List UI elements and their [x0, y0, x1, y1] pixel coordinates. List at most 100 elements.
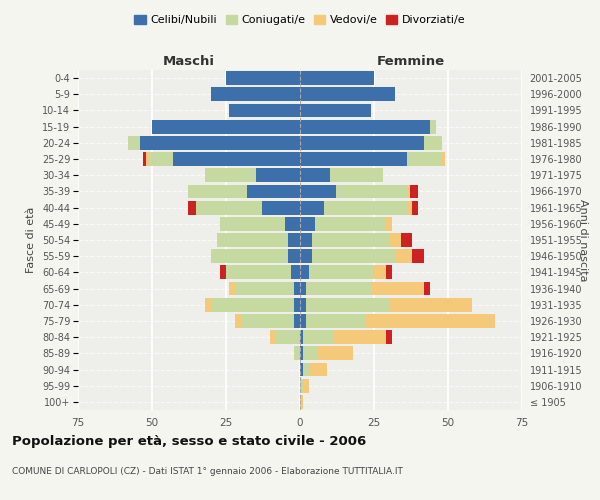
- Text: Maschi: Maschi: [163, 56, 215, 68]
- Text: Popolazione per età, sesso e stato civile - 2006: Popolazione per età, sesso e stato civil…: [12, 435, 366, 448]
- Bar: [271, 330, 277, 344]
- Bar: [300, 152, 407, 166]
- Bar: [365, 314, 496, 328]
- Bar: [205, 168, 256, 182]
- Bar: [294, 282, 300, 296]
- Bar: [128, 136, 140, 149]
- Bar: [323, 200, 407, 214]
- Bar: [303, 362, 309, 376]
- Bar: [300, 346, 303, 360]
- Bar: [235, 314, 241, 328]
- Bar: [300, 217, 315, 230]
- Bar: [300, 168, 329, 182]
- Bar: [412, 250, 424, 263]
- Bar: [374, 266, 386, 280]
- Bar: [288, 233, 300, 247]
- Bar: [217, 233, 288, 247]
- Bar: [291, 266, 300, 280]
- Bar: [303, 330, 332, 344]
- Bar: [226, 266, 291, 280]
- Bar: [306, 298, 389, 312]
- Bar: [226, 71, 300, 85]
- Bar: [300, 120, 430, 134]
- Bar: [300, 184, 335, 198]
- Bar: [294, 314, 300, 328]
- Bar: [312, 250, 395, 263]
- Bar: [386, 266, 392, 280]
- Bar: [412, 200, 418, 214]
- Bar: [300, 395, 303, 409]
- Bar: [294, 346, 300, 360]
- Bar: [395, 250, 412, 263]
- Bar: [315, 217, 386, 230]
- Bar: [442, 152, 445, 166]
- Bar: [309, 362, 326, 376]
- Bar: [241, 314, 294, 328]
- Bar: [300, 88, 395, 101]
- Bar: [329, 168, 383, 182]
- Bar: [211, 298, 294, 312]
- Bar: [300, 233, 312, 247]
- Bar: [430, 120, 436, 134]
- Bar: [288, 250, 300, 263]
- Bar: [220, 217, 285, 230]
- Legend: Celibi/Nubili, Coniugati/e, Vedovi/e, Divorziati/e: Celibi/Nubili, Coniugati/e, Vedovi/e, Di…: [130, 10, 470, 30]
- Bar: [235, 282, 294, 296]
- Bar: [300, 314, 306, 328]
- Bar: [188, 200, 196, 214]
- Bar: [211, 250, 288, 263]
- Bar: [300, 136, 424, 149]
- Bar: [300, 71, 374, 85]
- Bar: [196, 200, 262, 214]
- Bar: [300, 330, 303, 344]
- Bar: [247, 184, 300, 198]
- Bar: [309, 266, 374, 280]
- Bar: [300, 298, 306, 312]
- Bar: [300, 379, 303, 392]
- Bar: [386, 330, 392, 344]
- Bar: [300, 282, 306, 296]
- Text: Femmine: Femmine: [377, 56, 445, 68]
- Bar: [389, 233, 401, 247]
- Bar: [389, 298, 472, 312]
- Bar: [300, 104, 371, 118]
- Bar: [188, 184, 247, 198]
- Text: COMUNE DI CARLOPOLI (CZ) - Dati ISTAT 1° gennaio 2006 - Elaborazione TUTTITALIA.: COMUNE DI CARLOPOLI (CZ) - Dati ISTAT 1°…: [12, 468, 403, 476]
- Bar: [229, 104, 300, 118]
- Bar: [407, 152, 442, 166]
- Bar: [173, 152, 300, 166]
- Bar: [300, 362, 303, 376]
- Bar: [205, 298, 211, 312]
- Bar: [285, 217, 300, 230]
- Bar: [220, 266, 226, 280]
- Bar: [371, 282, 424, 296]
- Bar: [407, 200, 412, 214]
- Bar: [300, 250, 312, 263]
- Bar: [146, 152, 149, 166]
- Bar: [229, 282, 235, 296]
- Bar: [312, 233, 389, 247]
- Y-axis label: Anni di nascita: Anni di nascita: [578, 198, 588, 281]
- Bar: [306, 314, 365, 328]
- Bar: [149, 152, 173, 166]
- Y-axis label: Fasce di età: Fasce di età: [26, 207, 37, 273]
- Bar: [211, 88, 300, 101]
- Bar: [386, 217, 392, 230]
- Bar: [300, 200, 323, 214]
- Bar: [143, 152, 146, 166]
- Bar: [152, 120, 300, 134]
- Bar: [303, 379, 309, 392]
- Bar: [424, 136, 442, 149]
- Bar: [303, 346, 318, 360]
- Bar: [277, 330, 300, 344]
- Bar: [407, 184, 410, 198]
- Bar: [335, 184, 407, 198]
- Bar: [401, 233, 412, 247]
- Bar: [306, 282, 371, 296]
- Bar: [332, 330, 386, 344]
- Bar: [318, 346, 353, 360]
- Bar: [410, 184, 418, 198]
- Bar: [256, 168, 300, 182]
- Bar: [424, 282, 430, 296]
- Bar: [300, 266, 309, 280]
